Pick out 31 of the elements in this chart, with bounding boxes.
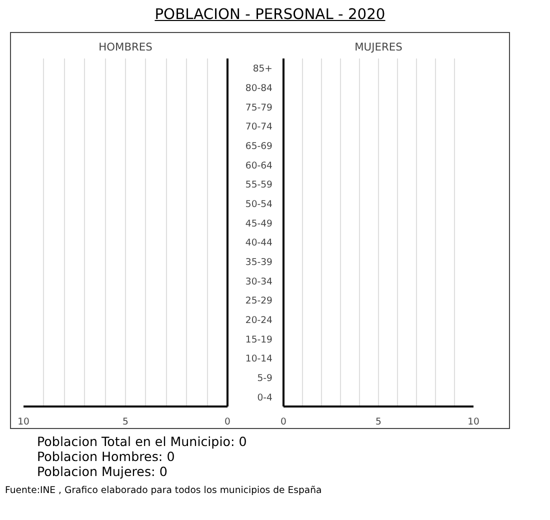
y-tick-label: 10-14 [245,354,273,365]
y-tick-label: 30-34 [245,276,273,288]
y-tick-label: 60-64 [245,160,273,172]
text: POBLACION - PERSONAL - 2020 [154,5,386,25]
y-tick-label: 50-54 [245,199,273,210]
x-tick-label: 0 [280,416,287,428]
y-tick-label: 40-44 [245,238,273,249]
text: Poblacion Hombres: 0 [37,449,176,464]
y-tick-label: 15-19 [245,334,273,346]
y-tick-label: 70-74 [245,122,273,133]
text: Poblacion Mujeres: 0 [37,464,168,479]
x-tick-label: 10 [18,416,30,428]
y-tick-label: 55-59 [245,180,273,191]
x-tick-label: 5 [122,416,129,428]
y-tick-label: 75-79 [245,102,273,114]
y-tick-label: 25-29 [245,296,273,307]
y-tick-label: 35-39 [245,257,273,268]
source-note: Fuente:INE , Grafico elaborado para todos los municipios de España [5,484,322,498]
chart-title: MUJERES [354,40,403,54]
y-tick-label: 20-24 [245,315,273,326]
x-tick-label: 0 [224,416,231,428]
x-tick-label: 5 [376,416,382,428]
y-tick-label: 65-69 [245,141,273,152]
text: Poblacion Total en el Municipio: 0 [37,434,248,449]
y-tick-label: 85+ [252,64,272,75]
chart-title: HOMBRES [98,40,153,54]
x-tick-label: 10 [468,416,480,428]
y-tick-label: 0-4 [257,392,273,404]
y-tick-label: 80-84 [245,83,273,94]
y-tick-label: 45-49 [245,218,273,230]
y-tick-label: 5-9 [257,373,273,384]
